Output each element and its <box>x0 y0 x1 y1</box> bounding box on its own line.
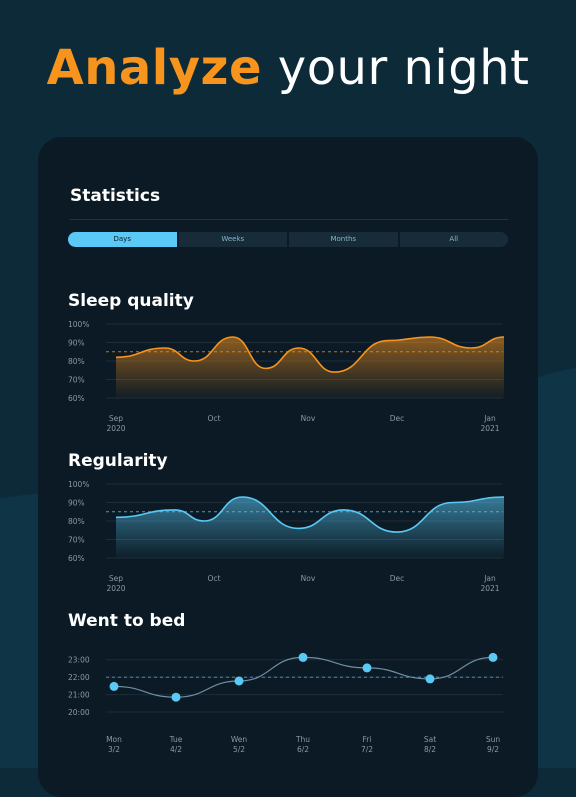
x-tick-sublabel: 2021 <box>480 584 499 593</box>
headline: Analyze your night <box>0 40 576 96</box>
headline-accent: Analyze <box>46 40 263 96</box>
x-tick-label: Jan <box>483 414 496 423</box>
tab-weeks[interactable]: Weeks <box>178 232 287 247</box>
x-tick-sublabel: 2020 <box>106 424 125 433</box>
y-tick-label: 90% <box>68 499 85 508</box>
headline-rest: your night <box>277 40 530 96</box>
y-tick-label: 80% <box>68 357 85 366</box>
x-tick-label: Dec <box>390 574 405 583</box>
x-tick-label: Mon <box>106 735 122 744</box>
x-tick-label: Nov <box>301 414 316 423</box>
y-tick-label: 21:00 <box>68 691 90 700</box>
data-point <box>171 692 181 702</box>
x-tick-label: Tue <box>169 735 183 744</box>
x-tick-label: Jan <box>483 574 496 583</box>
y-tick-label: 80% <box>68 517 85 526</box>
series-line <box>115 496 505 533</box>
series-area <box>116 337 504 398</box>
x-tick-label: Sat <box>424 735 436 744</box>
y-tick-label: 60% <box>68 394 85 403</box>
y-tick-label: 60% <box>68 554 85 563</box>
y-tick-label: 70% <box>68 376 85 385</box>
series-area <box>116 497 504 558</box>
tab-all[interactable]: All <box>399 232 508 247</box>
y-tick-label: 23:00 <box>68 656 90 665</box>
x-tick-sublabel: 3/2 <box>108 745 120 754</box>
x-tick-sublabel: 7/2 <box>361 745 373 754</box>
went-to-bed-title: Went to bed <box>68 611 186 631</box>
x-tick-sublabel: 8/2 <box>424 745 436 754</box>
series-line <box>115 336 505 373</box>
x-tick-label: Sep <box>109 574 123 583</box>
statistics-title: Statistics <box>70 186 161 206</box>
x-tick-label: Thu <box>295 735 310 744</box>
x-tick-label: Fri <box>363 735 372 744</box>
regularity-title: Regularity <box>68 451 168 471</box>
period-tabs: Days Weeks Months All <box>68 232 508 247</box>
x-tick-sublabel: 4/2 <box>170 745 182 754</box>
data-point <box>362 663 372 673</box>
y-tick-label: 22:00 <box>68 673 90 682</box>
y-tick-label: 20:00 <box>68 708 90 717</box>
data-point <box>234 676 244 686</box>
tab-months[interactable]: Months <box>289 232 398 247</box>
data-point <box>109 681 119 691</box>
statistics-card: Statistics Days Weeks Months All Sleep q… <box>38 137 538 797</box>
y-tick-label: 100% <box>68 480 89 489</box>
sleep-quality-title: Sleep quality <box>68 291 194 311</box>
x-tick-label: Oct <box>208 574 221 583</box>
tab-days[interactable]: Days <box>68 232 177 247</box>
x-tick-label: Wen <box>231 735 248 744</box>
x-tick-sublabel: 5/2 <box>233 745 245 754</box>
x-tick-sublabel: 2020 <box>106 584 125 593</box>
y-tick-label: 100% <box>68 320 89 329</box>
x-tick-sublabel: 9/2 <box>487 745 499 754</box>
y-tick-label: 90% <box>68 339 85 348</box>
x-tick-label: Dec <box>390 414 405 423</box>
x-tick-label: Sep <box>109 414 123 423</box>
data-point <box>298 652 308 662</box>
y-tick-label: 70% <box>68 536 85 545</box>
divider <box>70 219 508 220</box>
x-tick-sublabel: 2021 <box>480 424 499 433</box>
x-tick-label: Nov <box>301 574 316 583</box>
data-point <box>488 652 498 662</box>
x-tick-label: Sun <box>486 735 501 744</box>
data-point <box>425 674 435 684</box>
x-tick-sublabel: 6/2 <box>297 745 309 754</box>
x-tick-label: Oct <box>208 414 221 423</box>
